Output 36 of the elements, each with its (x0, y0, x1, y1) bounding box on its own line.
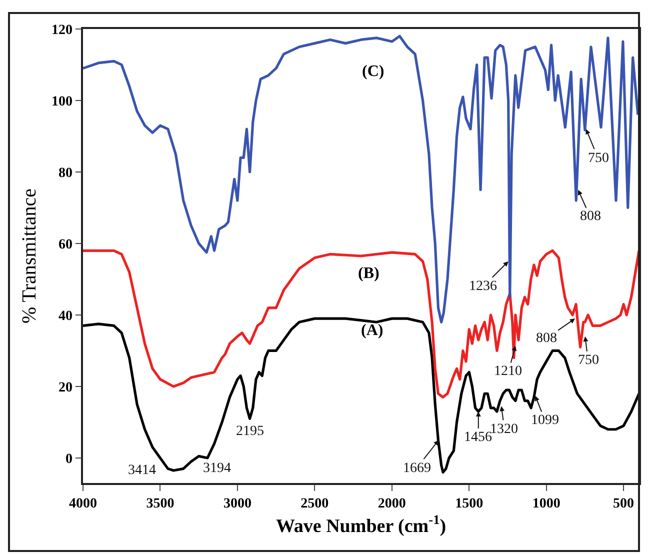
x-tick-label: 4000 (69, 496, 97, 512)
annotation: 750 (578, 353, 599, 368)
x-tick-label: 500 (613, 496, 634, 512)
annotation: 3194 (203, 461, 231, 476)
annotation: 808 (580, 209, 601, 224)
y-tick-label: 100 (51, 94, 72, 110)
y-tick-label: 80 (58, 166, 72, 181)
annotation: (A) (361, 322, 384, 339)
x-tick-label: 1000 (532, 496, 560, 512)
x-axis-title: Wave Number (cm$^{-1}$) (276, 512, 446, 537)
annotation: 1320 (490, 422, 518, 437)
y-axis-title: % Transmittance (18, 188, 40, 324)
annotation: 1099 (531, 413, 559, 428)
x-tick-label: 3000 (223, 496, 252, 512)
annotation: 2195 (236, 424, 264, 439)
annotation: 808 (536, 331, 557, 346)
annotation: (C) (362, 63, 384, 80)
x-tick-label: 1500 (455, 496, 484, 512)
line-series (83, 317, 639, 474)
x-tick-label: 2000 (378, 496, 406, 512)
annotation: 3414 (128, 463, 156, 478)
y-tick-label: 120 (51, 22, 72, 38)
y-tick-label: 40 (58, 308, 72, 324)
line-series (83, 249, 639, 398)
line-series (83, 34, 639, 324)
annotation: 1210 (494, 364, 522, 379)
x-tick-label: 2500 (300, 496, 329, 512)
x-tick-label: 3500 (146, 496, 174, 512)
annotation: 1669 (403, 461, 431, 476)
y-tick-label: 60 (58, 237, 72, 252)
annotation: 1236 (469, 279, 497, 294)
annotation: (B) (358, 265, 380, 282)
y-tick-label: 0 (65, 452, 72, 467)
annotation: 750 (588, 151, 609, 166)
y-tick-label: 20 (58, 380, 72, 396)
annotation: 1456 (464, 430, 492, 445)
